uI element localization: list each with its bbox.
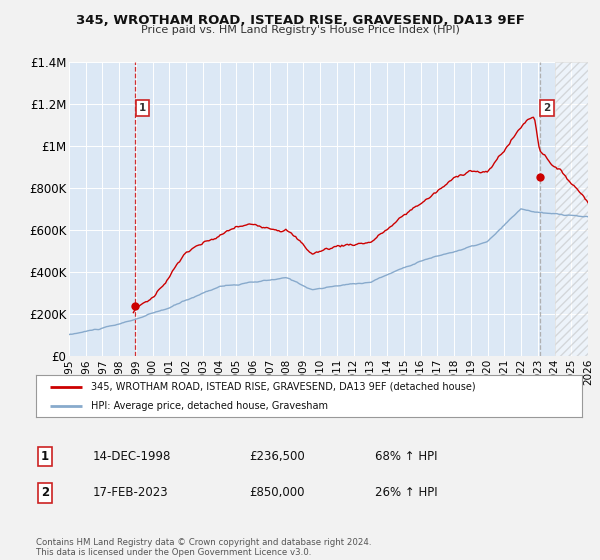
Text: 1: 1 <box>139 103 146 113</box>
Text: 2: 2 <box>41 486 49 500</box>
Text: Contains HM Land Registry data © Crown copyright and database right 2024.
This d: Contains HM Land Registry data © Crown c… <box>36 538 371 557</box>
Text: 2: 2 <box>543 103 550 113</box>
Text: 68% ↑ HPI: 68% ↑ HPI <box>375 450 437 463</box>
Text: 345, WROTHAM ROAD, ISTEAD RISE, GRAVESEND, DA13 9EF (detached house): 345, WROTHAM ROAD, ISTEAD RISE, GRAVESEN… <box>91 381 475 391</box>
Text: 26% ↑ HPI: 26% ↑ HPI <box>375 486 437 500</box>
Text: £850,000: £850,000 <box>249 486 305 500</box>
Text: 17-FEB-2023: 17-FEB-2023 <box>93 486 169 500</box>
Text: HPI: Average price, detached house, Gravesham: HPI: Average price, detached house, Grav… <box>91 401 328 411</box>
Text: Price paid vs. HM Land Registry's House Price Index (HPI): Price paid vs. HM Land Registry's House … <box>140 25 460 35</box>
Text: £236,500: £236,500 <box>249 450 305 463</box>
Bar <box>554 62 588 356</box>
Text: 345, WROTHAM ROAD, ISTEAD RISE, GRAVESEND, DA13 9EF: 345, WROTHAM ROAD, ISTEAD RISE, GRAVESEN… <box>76 14 524 27</box>
Text: 1: 1 <box>41 450 49 463</box>
Text: 14-DEC-1998: 14-DEC-1998 <box>93 450 172 463</box>
